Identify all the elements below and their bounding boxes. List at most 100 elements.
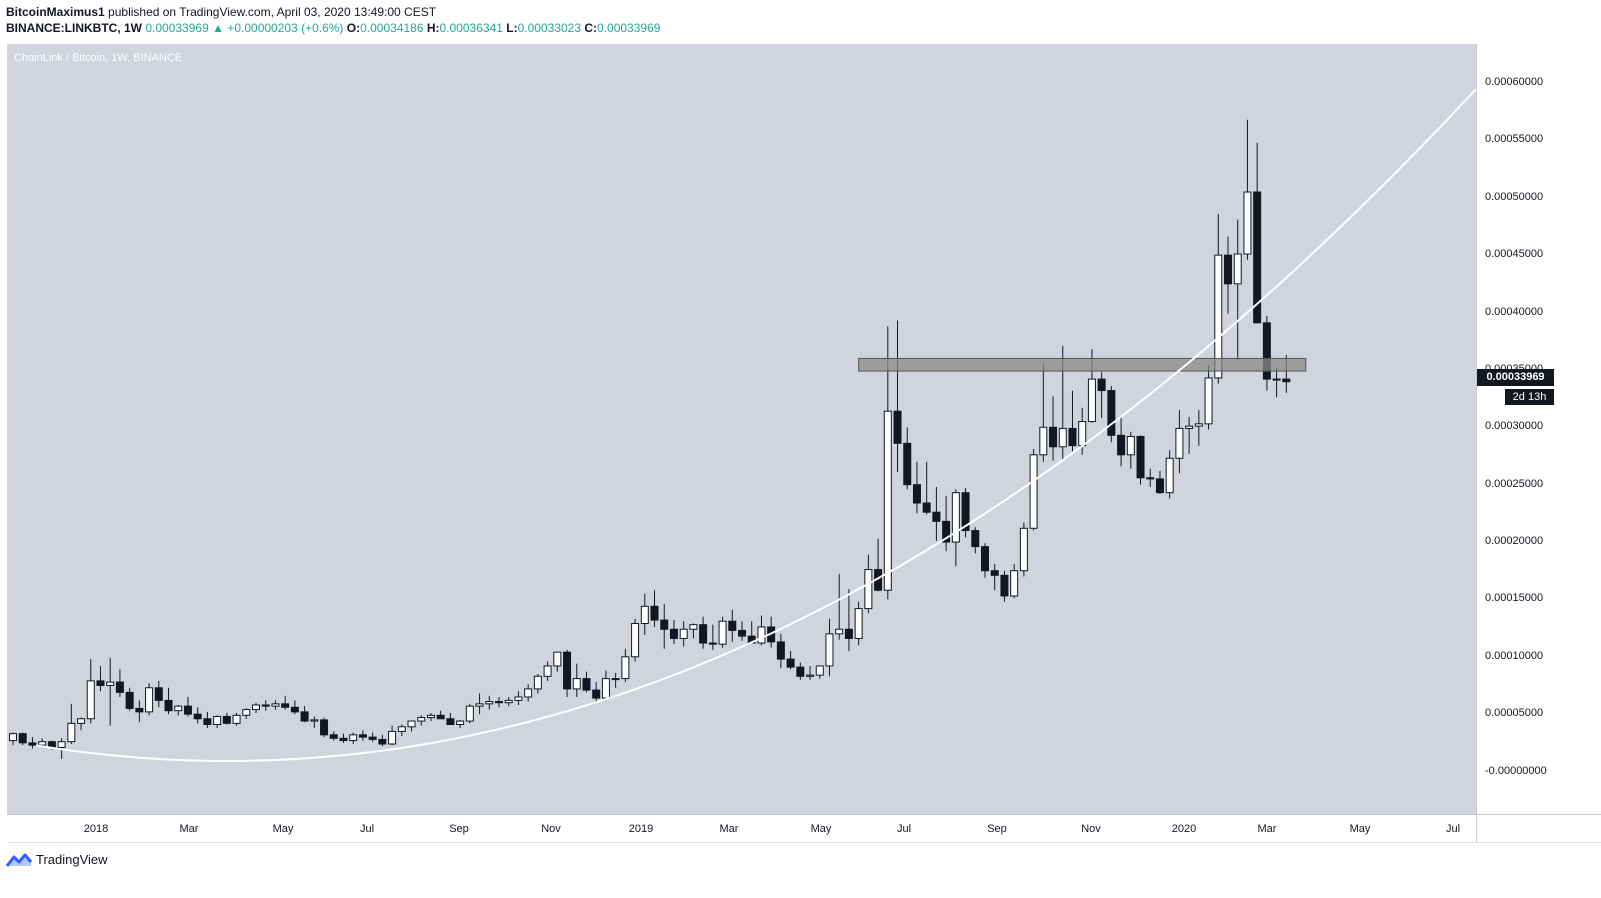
candle-bearish[interactable]	[300, 711, 309, 722]
candle-bearish[interactable]	[728, 620, 737, 631]
candle-bullish[interactable]	[1243, 191, 1252, 255]
candle-bullish[interactable]	[689, 624, 698, 630]
candle-bearish[interactable]	[1146, 477, 1155, 480]
candle-bearish[interactable]	[28, 742, 37, 746]
candle-bullish[interactable]	[514, 696, 523, 701]
candle-bearish[interactable]	[154, 687, 163, 701]
candle-bearish[interactable]	[1136, 435, 1145, 479]
candle-bullish[interactable]	[1175, 427, 1184, 459]
candle-bullish[interactable]	[883, 410, 892, 591]
candle-bearish[interactable]	[844, 628, 853, 639]
candle-bullish[interactable]	[757, 626, 766, 644]
candle-bullish[interactable]	[475, 703, 484, 707]
candle-bullish[interactable]	[718, 620, 727, 645]
candle-bullish[interactable]	[1010, 570, 1019, 597]
candle-bullish[interactable]	[310, 719, 319, 722]
candle-bearish[interactable]	[699, 624, 708, 644]
resistance-zone[interactable]	[858, 357, 1307, 372]
candle-bullish[interactable]	[388, 730, 397, 745]
candle-bearish[interactable]	[990, 570, 999, 576]
candle-bearish[interactable]	[115, 681, 124, 693]
candle-bearish[interactable]	[183, 705, 192, 715]
candle-bullish[interactable]	[426, 714, 435, 719]
candle-bullish[interactable]	[1233, 253, 1242, 285]
candle-bearish[interactable]	[669, 628, 678, 639]
candle-bullish[interactable]	[679, 628, 688, 639]
candle-bearish[interactable]	[320, 719, 329, 736]
candle-bearish[interactable]	[786, 658, 795, 668]
candle-bearish[interactable]	[738, 629, 746, 637]
candle-bearish[interactable]	[650, 605, 659, 621]
candle-bearish[interactable]	[660, 619, 669, 630]
candle-bearish[interactable]	[290, 706, 299, 713]
candle-bearish[interactable]	[339, 737, 348, 742]
candle-bullish[interactable]	[271, 703, 280, 707]
candle-bearish[interactable]	[776, 641, 785, 660]
candle-bearish[interactable]	[893, 410, 902, 444]
candle-bullish[interactable]	[825, 633, 834, 667]
price-axis[interactable]: 0.00060000 0.00055000 0.00050000 0.00045000…	[1477, 44, 1601, 814]
candle-bullish[interactable]	[242, 709, 251, 716]
candle-bearish[interactable]	[1068, 427, 1077, 447]
candle-bullish[interactable]	[806, 674, 815, 677]
candle-bearish[interactable]	[1253, 191, 1262, 324]
candle-bullish[interactable]	[485, 701, 494, 705]
candle-bearish[interactable]	[582, 678, 591, 691]
candle-bullish[interactable]	[57, 741, 66, 748]
candle-bullish[interactable]	[951, 492, 960, 543]
candle-bullish[interactable]	[1126, 435, 1135, 456]
candle-bullish[interactable]	[407, 720, 416, 728]
candle-bearish[interactable]	[378, 738, 387, 745]
candle-bullish[interactable]	[864, 569, 873, 610]
candle-bullish[interactable]	[465, 705, 474, 722]
candle-bearish[interactable]	[1224, 254, 1232, 285]
candle-bearish[interactable]	[942, 520, 951, 543]
candle-bullish[interactable]	[854, 608, 863, 639]
candle-bullish[interactable]	[106, 681, 115, 686]
candle-bullish[interactable]	[417, 717, 426, 722]
time-axis[interactable]: 2018 Mar May Jul Sep Nov 2019 Mar May Jul Sep Nov 20…	[7, 815, 1476, 842]
candle-bearish[interactable]	[495, 701, 503, 704]
candle-bearish[interactable]	[796, 666, 805, 677]
candle-bullish[interactable]	[174, 705, 183, 712]
candle-bearish[interactable]	[164, 699, 173, 712]
candle-bearish[interactable]	[1107, 390, 1116, 436]
candle-bullish[interactable]	[572, 678, 581, 690]
candle-bearish[interactable]	[961, 492, 970, 532]
candle-bearish[interactable]	[193, 713, 202, 720]
candle-bearish[interactable]	[912, 484, 921, 504]
candle-bullish[interactable]	[553, 651, 562, 667]
candle-bullish[interactable]	[611, 678, 620, 681]
candle-bearish[interactable]	[18, 733, 27, 744]
plot-area[interactable]	[7, 44, 1476, 814]
candle-bullish[interactable]	[1087, 378, 1096, 423]
candle-bullish[interactable]	[1204, 377, 1213, 425]
candlestick-chart[interactable]	[7, 44, 1476, 814]
candle-bearish[interactable]	[203, 718, 212, 725]
author-name[interactable]: BitcoinMaximus1	[6, 5, 105, 19]
candle-bullish[interactable]	[1194, 423, 1203, 427]
candle-bearish[interactable]	[592, 689, 601, 699]
candle-bearish[interactable]	[1155, 478, 1164, 494]
candle-bullish[interactable]	[213, 715, 222, 725]
candle-bearish[interactable]	[971, 530, 980, 548]
candle-bullish[interactable]	[397, 726, 406, 732]
candle-bearish[interactable]	[563, 651, 572, 690]
candle-bearish[interactable]	[96, 680, 105, 686]
candle-bullish[interactable]	[1029, 454, 1038, 529]
candle-bullish[interactable]	[543, 665, 552, 677]
candle-bullish[interactable]	[349, 734, 358, 742]
candle-bullish[interactable]	[67, 722, 76, 743]
candle-bearish[interactable]	[436, 714, 445, 720]
candle-bearish[interactable]	[446, 718, 455, 725]
candle-bullish[interactable]	[1058, 427, 1067, 448]
candle-bullish[interactable]	[232, 714, 241, 724]
candle-bullish[interactable]	[145, 687, 154, 713]
candle-bullish[interactable]	[252, 704, 260, 711]
candle-bullish[interactable]	[601, 678, 610, 699]
candle-bullish[interactable]	[77, 718, 86, 724]
candle-bullish[interactable]	[1019, 527, 1028, 572]
candle-bullish[interactable]	[456, 720, 465, 725]
candle-bullish[interactable]	[815, 665, 824, 676]
candle-bullish[interactable]	[524, 688, 533, 698]
